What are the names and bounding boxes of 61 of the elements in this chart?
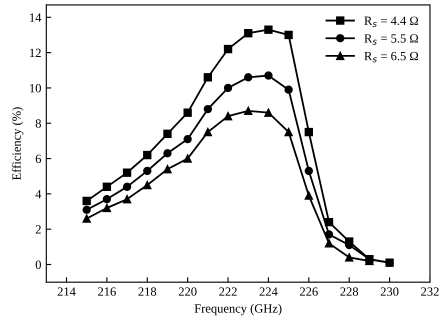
- legend-label: R$_{s}$ = 5.5 Ω: [364, 34, 418, 45]
- point: [143, 166, 152, 176]
- point: [183, 108, 192, 117]
- y-axis-title: Efficiency (%): [12, 107, 24, 180]
- x-tick-label: 214: [58, 287, 76, 296]
- point: [324, 239, 334, 248]
- point: [284, 86, 293, 94]
- point: [82, 196, 91, 206]
- point: [284, 30, 293, 40]
- point: [102, 182, 112, 191]
- y-tick-label: 14: [30, 13, 42, 22]
- y-tick-label: 4: [35, 190, 42, 198]
- x-tick-label: 222: [219, 287, 237, 296]
- point: [102, 204, 112, 212]
- x-tick-label: 224: [260, 287, 278, 296]
- point: [204, 104, 212, 114]
- point: [244, 106, 252, 116]
- point: [82, 206, 91, 214]
- point: [284, 128, 293, 136]
- point: [244, 29, 252, 38]
- point: [244, 73, 252, 82]
- point: [224, 84, 232, 92]
- x-tick-label: 232: [421, 287, 439, 296]
- point: [143, 180, 152, 190]
- y-tick-label: 10: [30, 84, 41, 92]
- point: [345, 253, 354, 262]
- x-tick-label: 226: [300, 287, 318, 296]
- point: [224, 44, 232, 54]
- x-axis-title: Frequency (GHz): [194, 304, 282, 316]
- x-tick-label: 228: [340, 287, 358, 296]
- point: [163, 164, 172, 174]
- x-tick-label: 220: [178, 287, 197, 296]
- y-tick-label: 8: [36, 119, 41, 128]
- point: [143, 150, 152, 160]
- x-tick-label: 218: [138, 287, 156, 296]
- point: [264, 108, 273, 117]
- x-tick-label: 216: [98, 287, 116, 296]
- y-tick-label: 12: [30, 48, 41, 57]
- legend-label: R$_{s}$ = 6.5 Ω: [364, 52, 418, 62]
- x-tick-label: 230: [380, 287, 398, 296]
- y-tick-label: 0: [36, 260, 41, 269]
- point: [224, 112, 232, 120]
- legend-label: R$_{s}$ = 4.4 Ω: [364, 16, 418, 28]
- point: [122, 168, 132, 177]
- point: [204, 128, 212, 136]
- y-tick-label: 6: [36, 154, 42, 164]
- point: [304, 128, 313, 136]
- point: [304, 191, 313, 200]
- point: [122, 182, 132, 191]
- point: [304, 166, 313, 176]
- point: [122, 195, 132, 204]
- point: [183, 134, 192, 144]
- point: [82, 214, 91, 223]
- point: [264, 71, 273, 80]
- point: [183, 154, 192, 163]
- point: [163, 130, 172, 138]
- y-tick-label: 2: [36, 225, 41, 234]
- point: [163, 149, 172, 158]
- point: [102, 195, 112, 204]
- point: [204, 73, 212, 82]
- point: [264, 26, 273, 34]
